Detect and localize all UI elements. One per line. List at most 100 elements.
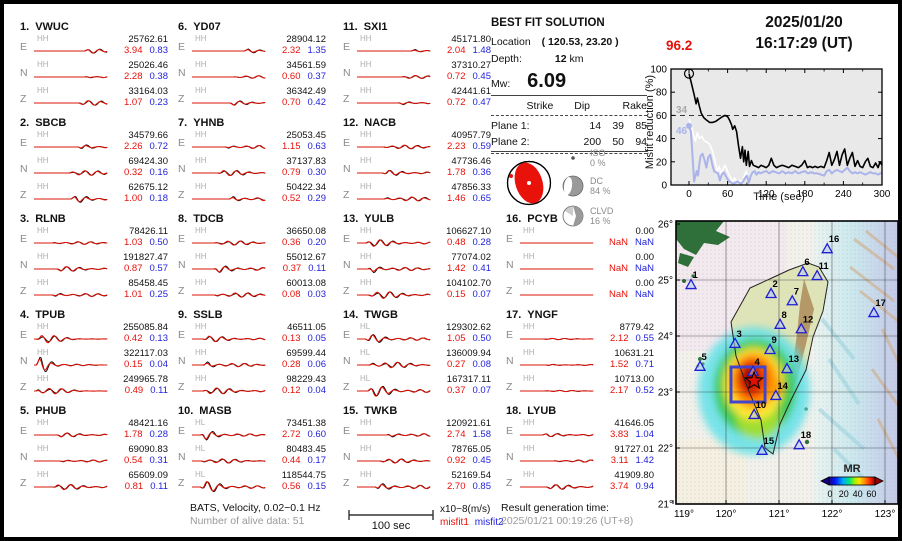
channel-letter: N	[178, 259, 186, 271]
channel-row-e: E HH 40957.79 2.23 0.59	[343, 130, 491, 156]
misfit1-value: NaN	[608, 237, 628, 248]
misfit2-value: 0.55	[635, 333, 655, 344]
misfit1-value: 1.46	[447, 193, 466, 204]
channel-row-z: Z HH 62675.12 1.00 0.18	[20, 182, 168, 208]
peak-amplitude: 33164.03	[128, 86, 168, 97]
waveform-trace	[192, 196, 266, 202]
waveform-trace	[357, 239, 431, 247]
station-header: 8. TDCB	[178, 212, 326, 226]
misfit-values: 2.17 0.52	[596, 385, 654, 396]
channel-letter: E	[343, 137, 351, 149]
waveform-trace	[192, 240, 266, 246]
misfit-values: 2.26 0.72	[110, 141, 168, 152]
misfit1-value: 2.72	[282, 429, 301, 440]
misfit1-value: 2.26	[124, 141, 143, 152]
channel-values: 8779.42 2.12 0.55	[596, 322, 654, 344]
misfit-values: 1.46 0.65	[433, 193, 491, 204]
misfit1-value: 1.52	[610, 359, 629, 370]
misfit2-value: 0.16	[149, 167, 169, 178]
waveform-trace	[192, 387, 266, 395]
depth-row: Depth: 12 km	[491, 53, 647, 65]
peak-amplitude: 47856.33	[451, 182, 491, 193]
station-block-yulb: 13. YULB E HH 106627.10 0.48 0.28 N HH 77074.02 1.…	[343, 212, 491, 308]
peak-amplitude: 0.00	[635, 278, 655, 289]
result-time-value: 2025/01/21 00:19:26 (UT+8)	[501, 515, 634, 527]
peak-amplitude: 255085.84	[123, 322, 168, 333]
station-number: 7.	[178, 117, 188, 129]
channel-values: 48421.16 1.78 0.28	[110, 418, 168, 440]
channel-letter: Z	[343, 189, 350, 201]
peak-amplitude: 191827.47	[123, 252, 168, 263]
channel-values: 34579.66 2.26 0.72	[110, 130, 168, 152]
channel-letter: E	[20, 41, 28, 53]
divider	[491, 151, 647, 152]
station-block-lyub: 18. LYUB E HH 41646.05 3.83 1.04 N HH 91727.01 3.1…	[506, 404, 654, 500]
svg-text:80: 80	[656, 88, 668, 99]
channel-values: 80483.45 0.44 0.17	[268, 444, 326, 466]
channel-values: 62675.12 1.00 0.18	[110, 182, 168, 204]
misfit-values: 2.74 1.58	[433, 429, 491, 440]
station-header: 16. PCYB	[506, 212, 654, 226]
waveform-trace	[520, 242, 594, 244]
svg-text:20: 20	[656, 157, 668, 168]
channel-row-n: N HH 69090.83 0.54 0.31	[20, 444, 168, 470]
waveform-trace	[34, 76, 108, 79]
map-station-marker-18	[793, 438, 806, 450]
misfit1-value: 0.13	[282, 333, 301, 344]
misfit2-value: 0.37	[307, 71, 327, 82]
station-header: 11. SXI1	[343, 20, 491, 34]
misfit1-label: misfit1	[440, 517, 469, 528]
misfit-values: 0.49 0.11	[110, 385, 168, 396]
misfit1-value: 0.72	[447, 71, 466, 82]
misfit-values: 1.07 0.23	[110, 97, 168, 108]
col-rake: Rake	[622, 100, 647, 112]
misfit-values: 0.81 0.11	[110, 481, 168, 492]
channel-letter: N	[178, 67, 186, 79]
misfit1-value: 1.42	[447, 263, 466, 274]
misfit1-value: 0.60	[282, 71, 301, 82]
peak-amplitude: 78765.05	[451, 444, 491, 455]
channel-row-n: N HH 69599.44 0.28 0.06	[178, 348, 326, 374]
station-header: 7. YHNB	[178, 116, 326, 130]
dc-icon	[562, 175, 584, 197]
station-number: 5.	[20, 405, 30, 417]
station-number: 2.	[20, 117, 30, 129]
map-station-marker-8	[773, 317, 787, 329]
taiwan-map: 12345678910111213141516171826°25°24°23°2…	[658, 220, 898, 520]
misfit1-value: 1.00	[124, 193, 143, 204]
peak-amplitude: 249965.78	[123, 374, 168, 385]
station-block-yd07: 6. YD07 E HH 28904.12 2.32 1.35 N HH 34561.59 0.60…	[178, 20, 326, 116]
station-header: 2. SBCB	[20, 116, 168, 130]
channel-letter: N	[178, 355, 186, 367]
waveform-trace	[192, 144, 266, 149]
waveform-trace	[34, 293, 108, 297]
iso-pct: 0 %	[590, 158, 606, 168]
station-header: 1. VWUC	[20, 20, 168, 34]
channel-values: 191827.47 0.87 0.57	[110, 252, 168, 274]
station-name: YD07	[193, 21, 221, 33]
misfit-values: 0.79 0.30	[268, 167, 326, 178]
station-block-tdcb: 8. TDCB E HH 36650.08 0.36 0.20 N HH 55012.67 0.37…	[178, 212, 326, 308]
misfit2-value: 0.45	[472, 455, 492, 466]
channel-row-e: E HH 28904.12 2.32 1.35	[178, 34, 326, 60]
map-station-marker-5	[693, 359, 707, 371]
waveform-trace	[34, 170, 108, 176]
misfit1-value: 0.48	[447, 237, 466, 248]
channel-values: 47736.46 1.78 0.36	[433, 156, 491, 178]
misfit2-value: 0.05	[307, 333, 327, 344]
plane2-row: Plane 2: 200 50 94	[491, 134, 647, 150]
band-code: HH	[360, 34, 372, 43]
channel-row-z: Z HH 65609.09 0.81 0.11	[20, 470, 168, 496]
channel-letter: Z	[506, 477, 513, 489]
mw-label: Mw:	[491, 78, 511, 90]
colorbar-tick: 0	[827, 489, 832, 499]
channel-row-e: E HH 46511.05 0.13 0.05	[178, 322, 326, 348]
channel-letter: N	[20, 259, 28, 271]
band-code: HL	[195, 444, 206, 453]
svg-text:240: 240	[835, 189, 852, 200]
waveform-trace	[520, 389, 594, 393]
map-station-marker-6	[796, 265, 809, 277]
misfit2-value: 0.63	[307, 141, 327, 152]
channel-letter: N	[506, 451, 514, 463]
station-name: NACB	[364, 117, 397, 129]
